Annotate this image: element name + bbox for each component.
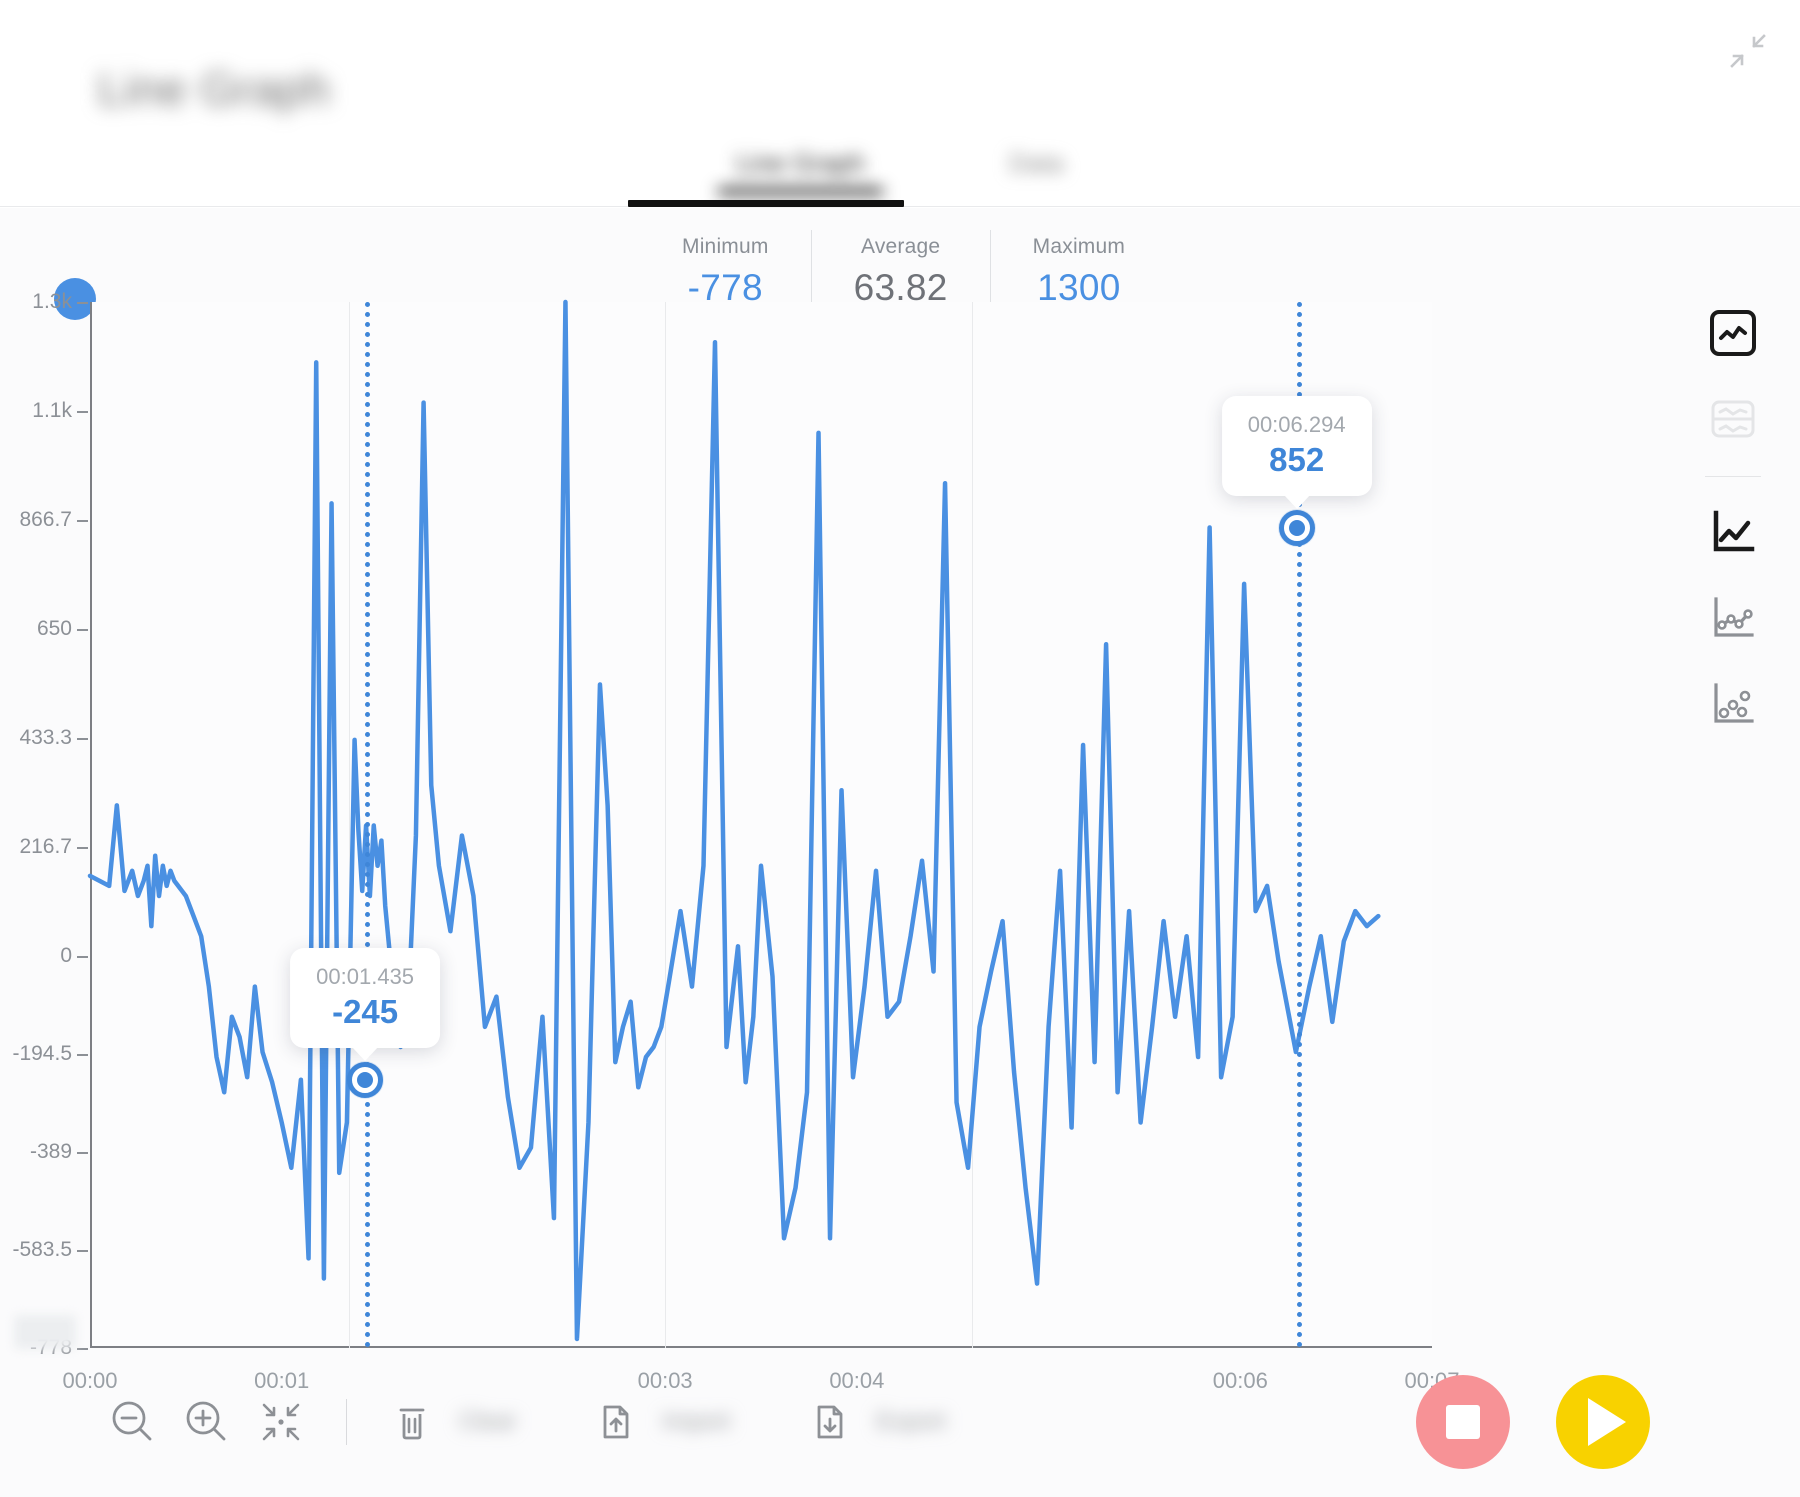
fit-to-screen-icon[interactable] — [244, 1385, 318, 1459]
stat-minimum-label: Minimum — [682, 235, 769, 258]
cursor-left-knob[interactable] — [347, 1061, 384, 1098]
gridline — [665, 302, 667, 1348]
import-label: Import — [662, 1408, 731, 1435]
y-axis-tick: -583.5 — [0, 1238, 88, 1262]
tooltip-time: 00:06.294 — [1247, 411, 1346, 437]
stat-maximum: Maximum 1300 — [989, 230, 1167, 312]
stop-icon — [1446, 1405, 1480, 1439]
file-download-icon — [792, 1385, 866, 1459]
collapse-arrows-icon[interactable] — [1724, 28, 1770, 74]
chart-type-rail — [1702, 302, 1764, 759]
x-axis-tick: 00:06 — [1212, 1368, 1268, 1393]
stat-minimum: Minimum -778 — [640, 230, 811, 312]
stat-maximum-value: 1300 — [1037, 267, 1121, 308]
export-button[interactable]: Export — [792, 1385, 946, 1459]
chart-type-scatter[interactable] — [1702, 673, 1764, 735]
stat-minimum-value: -778 — [687, 267, 763, 308]
y-axis-tick: 1.1k — [0, 399, 88, 423]
series-line — [87, 299, 1381, 1342]
trash-icon — [375, 1385, 449, 1459]
gridline — [348, 302, 350, 1348]
tab-active-indicator — [628, 200, 904, 207]
y-axis-tick: 0 — [0, 944, 88, 968]
app-header: Line Graph Line Graph Data — [0, 0, 1800, 207]
zoom-out-icon[interactable] — [96, 1385, 170, 1459]
stat-average-value: 63.82 — [853, 267, 948, 308]
cursor-right-tooltip: 00:06.294 852 — [1221, 395, 1372, 509]
tooltip-value: -245 — [332, 992, 399, 1030]
y-axis-tick: -389 — [0, 1140, 88, 1164]
bottom-toolbar: Clear Import — [0, 1315, 1800, 1497]
chart-type-split-line[interactable] — [1702, 388, 1764, 450]
graph-panel: Minimum -778 Average 63.82 Maximum 1300 … — [0, 208, 1800, 1497]
gridline — [971, 302, 973, 1348]
tab-graph-label: Line Graph — [736, 148, 865, 178]
stat-maximum-label: Maximum — [1032, 235, 1126, 258]
y-axis-tick: -194.5 — [0, 1042, 88, 1066]
y-axis-tick: 216.7 — [0, 835, 88, 859]
import-button[interactable]: Import — [578, 1385, 730, 1459]
tab-bar: Line Graph Data — [0, 148, 1800, 207]
page-title: Line Graph — [98, 63, 331, 115]
chart-type-framed-line[interactable] — [1702, 302, 1764, 364]
chart-area[interactable]: 1.3k 1.1k 866.7 650 433.3 216.7 0 -194.5 -389 -58… — [12, 290, 1459, 1393]
export-label: Export — [876, 1408, 946, 1435]
toolbar-divider — [346, 1399, 347, 1445]
x-axis-tick: 00:04 — [829, 1368, 885, 1393]
y-axis-tick: 866.7 — [0, 508, 88, 532]
tab-data-label: Data — [1008, 148, 1064, 178]
chart-type-line[interactable] — [1702, 501, 1764, 563]
x-axis-tick: 00:01 — [254, 1368, 310, 1393]
scrub-handle[interactable] — [14, 1315, 76, 1349]
play-icon — [1588, 1398, 1626, 1446]
tooltip-value: 852 — [1269, 440, 1325, 478]
stop-button[interactable] — [1416, 1375, 1510, 1469]
rail-divider — [1705, 476, 1761, 477]
cursor-left-tooltip: 00:01.435 -245 — [290, 947, 441, 1061]
cursor-right-knob[interactable] — [1278, 509, 1315, 546]
stat-average-label: Average — [861, 235, 941, 258]
y-axis-tick: 1.3k — [0, 290, 88, 314]
x-axis-tick: 00:03 — [637, 1368, 693, 1393]
tooltip-time: 00:01.435 — [316, 963, 415, 989]
legend-series-dot[interactable] — [54, 278, 96, 320]
cursor-right-line[interactable] — [1296, 302, 1302, 1348]
tab-graph[interactable]: Line Graph — [718, 148, 883, 195]
y-axis-tick: 650 — [0, 617, 88, 641]
zoom-in-icon[interactable] — [170, 1385, 244, 1459]
delete-button[interactable]: Clear — [375, 1385, 516, 1459]
play-button[interactable] — [1556, 1375, 1650, 1469]
chart-type-line-points[interactable] — [1702, 587, 1764, 649]
tab-data[interactable]: Data — [991, 148, 1082, 195]
file-upload-icon — [578, 1385, 652, 1459]
series-path — [87, 299, 1381, 1342]
cursor-left-line[interactable] — [365, 302, 371, 1348]
y-axis-tick: 433.3 — [0, 726, 88, 750]
stat-average: Average 63.82 — [810, 230, 990, 312]
x-axis-tick: 00:00 — [62, 1368, 118, 1393]
stats-bar: Minimum -778 Average 63.82 Maximum 1300 — [640, 230, 1167, 312]
delete-label: Clear — [459, 1408, 517, 1435]
